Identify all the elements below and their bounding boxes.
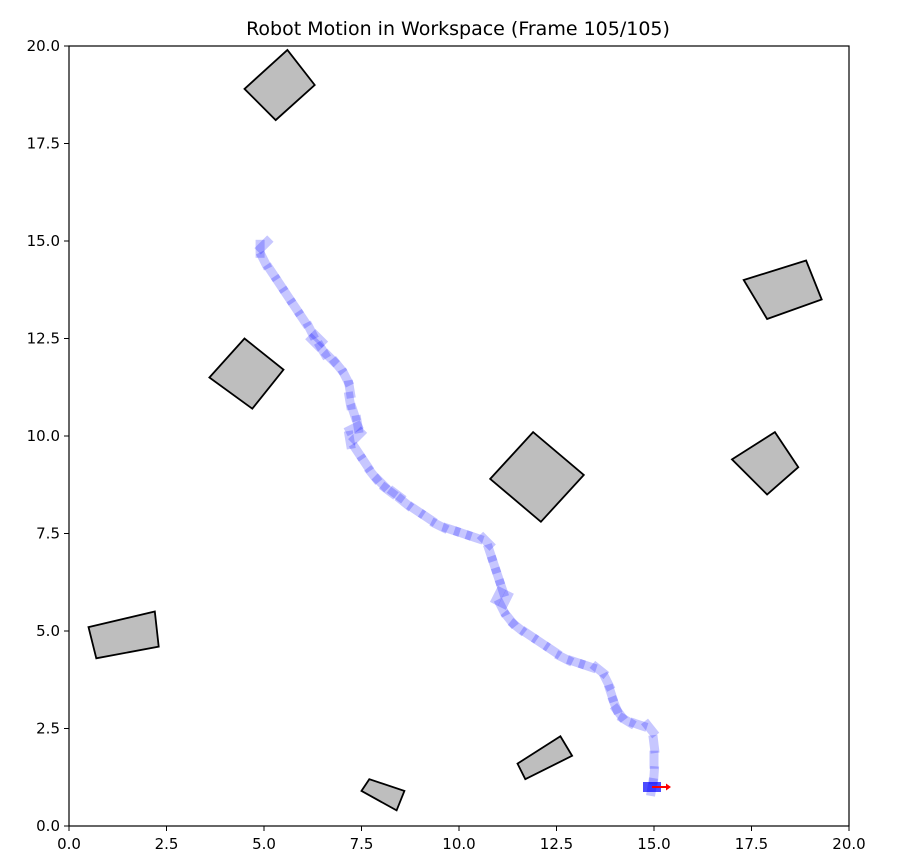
y-tick-label: 12.5: [27, 330, 60, 348]
trajectory-point: [351, 414, 364, 434]
trajectory-point: [554, 650, 575, 667]
chart-title: Robot Motion in Workspace (Frame 105/105…: [246, 18, 670, 40]
trajectory-point: [490, 566, 506, 587]
trajectory-point: [294, 309, 312, 329]
trajectory-point: [648, 766, 660, 785]
trajectory-point: [348, 426, 368, 446]
trajectory-point: [519, 626, 540, 644]
trajectory-point: [494, 578, 510, 599]
trajectory-point: [599, 671, 616, 692]
x-tick-label: 10.0: [442, 835, 475, 853]
robot-layer: [643, 782, 671, 792]
trajectory-point: [483, 543, 498, 563]
trajectory-point: [386, 485, 407, 504]
y-tick-label: 10.0: [27, 427, 60, 445]
trajectory-point: [566, 655, 586, 670]
trajectory-point: [589, 660, 610, 680]
trajectory-point: [497, 589, 514, 610]
obstacle-8: [360, 778, 406, 812]
trajectory-point: [452, 526, 473, 541]
trajectory-point: [649, 750, 659, 769]
x-tick-label: 0.0: [57, 835, 81, 853]
trajectory-point: [320, 348, 340, 368]
trajectory-point: [270, 273, 289, 294]
trajectory-point: [364, 465, 383, 485]
trajectory-point: [648, 734, 660, 754]
trajectory-point: [305, 332, 325, 352]
trajectory-point: [343, 379, 356, 399]
obstacles-layer: [87, 48, 823, 812]
trajectory-point: [255, 250, 273, 271]
trajectory-point: [493, 597, 510, 618]
trajectory-point: [489, 585, 507, 606]
trajectory-point: [343, 420, 364, 437]
obstacle-7: [516, 735, 574, 781]
y-tick-label: 17.5: [27, 135, 60, 153]
trajectory-point: [343, 430, 356, 450]
trajectory-point: [486, 554, 502, 575]
obstacle-1: [243, 48, 316, 122]
trajectory-point: [628, 717, 649, 732]
trajectory-point: [343, 391, 356, 411]
trajectory-point: [263, 262, 281, 283]
x-tick-label: 2.5: [155, 835, 179, 853]
x-tick-label: 5.0: [252, 835, 276, 853]
x-tick-label: 20.0: [832, 835, 865, 853]
obstacle-3: [742, 259, 823, 321]
trajectory-point: [464, 530, 485, 545]
heading-arrowhead: [666, 783, 671, 791]
trajectory-point: [441, 522, 462, 537]
trajectory-point: [500, 609, 519, 630]
x-tick-label: 12.5: [540, 835, 573, 853]
trajectory-point: [371, 473, 391, 493]
y-tick-label: 5.0: [36, 622, 60, 640]
trajectory-point: [577, 658, 598, 674]
trajectory-point: [616, 712, 637, 730]
trajectory-point: [302, 320, 319, 341]
x-tick-label: 15.0: [637, 835, 670, 853]
trajectory-point: [607, 695, 623, 716]
x-tick-label: 17.5: [735, 835, 768, 853]
trajectory-point: [603, 683, 619, 704]
y-axis: 0.0 2.5 5.0 7.5 10.0 12.5 15.0 17.5 20.0: [27, 37, 69, 835]
plot-area: [68, 45, 850, 827]
trajectory-layer: [254, 235, 660, 797]
trajectory-point: [394, 493, 415, 512]
y-tick-label: 0.0: [36, 817, 60, 835]
x-tick-label: 7.5: [350, 835, 374, 853]
trajectory-point: [640, 718, 660, 739]
trajectory-point: [429, 517, 450, 534]
trajectory-point: [328, 355, 348, 376]
trajectory-point: [346, 402, 361, 423]
trajectory-point: [417, 509, 438, 527]
trajectory-point: [337, 367, 354, 388]
y-tick-label: 7.5: [36, 525, 60, 543]
trajectory-point: [542, 641, 563, 660]
y-tick-label: 2.5: [36, 720, 60, 738]
trajectory-point: [254, 235, 274, 255]
trajectory-point: [286, 297, 304, 318]
trajectory-point: [406, 501, 427, 519]
y-tick-label: 15.0: [27, 232, 60, 250]
axes-background: [69, 46, 849, 826]
trajectory-point: [378, 481, 399, 500]
obstacle-2: [208, 337, 285, 410]
y-tick-label: 20.0: [27, 37, 60, 55]
obstacle-4: [730, 430, 800, 496]
obstacle-5: [488, 430, 586, 524]
trajectory-point: [507, 617, 528, 637]
trajectory-point: [476, 531, 496, 551]
x-axis: 0.0 2.5 5.0 7.5 10.0 12.5 15.0 17.5 20.0: [57, 826, 866, 853]
trajectory-point: [530, 633, 551, 652]
trajectory-point: [255, 239, 265, 258]
trajectory-point: [314, 340, 331, 361]
obstacle-6: [87, 610, 160, 660]
trajectory-point: [278, 285, 297, 306]
trajectory-point: [348, 441, 367, 462]
trajectory-point: [356, 453, 375, 474]
trajectory-point: [309, 328, 329, 349]
trajectory-point: [609, 703, 628, 723]
